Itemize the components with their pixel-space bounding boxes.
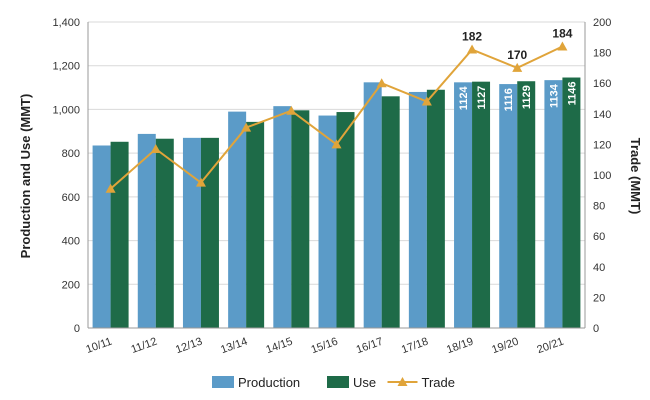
y2-tick-label: 120 xyxy=(593,139,611,151)
legend-label-production: Production xyxy=(238,375,300,390)
y-tick-label: 600 xyxy=(62,192,80,204)
legend-item-production: Production xyxy=(212,375,300,390)
y-tick-label: 800 xyxy=(62,148,80,160)
production-bar xyxy=(92,145,111,328)
trade-point xyxy=(557,41,568,51)
production-bar xyxy=(318,115,337,328)
x-tick-label: 11/12 xyxy=(130,336,159,356)
x-tick-label: 17/18 xyxy=(400,336,430,357)
legend-label-use: Use xyxy=(353,375,376,390)
y-tick-label: 1,000 xyxy=(52,104,80,116)
legend-item-trade: Trade xyxy=(387,375,455,390)
y2-tick-label: 180 xyxy=(593,48,611,60)
use-bar xyxy=(426,89,445,328)
trade-point xyxy=(195,177,206,187)
trade-point xyxy=(376,78,387,88)
use-bar xyxy=(155,138,174,328)
x-tick-label: 16/17 xyxy=(355,336,385,357)
trade-point-label: 182 xyxy=(462,30,482,44)
legend-swatch-use xyxy=(327,376,349,388)
production-bar xyxy=(273,106,292,329)
y2-tick-label: 200 xyxy=(593,17,611,29)
trade-point xyxy=(241,122,252,132)
data-labels: 1124 1127 1116 1129 1134 1146 182 170 184 xyxy=(458,26,578,111)
trade-line-group xyxy=(105,41,568,193)
y2-tick-label: 140 xyxy=(593,109,611,121)
use-bar xyxy=(246,121,265,328)
legend-label-trade: Trade xyxy=(422,375,455,390)
y2-tick-label: 60 xyxy=(593,231,605,243)
production-bar-label: 1134 xyxy=(548,83,560,108)
legend-item-use: Use xyxy=(327,375,376,390)
use-bar xyxy=(200,137,219,328)
trade-point xyxy=(467,44,478,54)
use-bar xyxy=(517,81,536,329)
use-bar xyxy=(562,77,581,328)
x-tick-label: 18/19 xyxy=(445,336,475,357)
production-bar xyxy=(499,84,518,329)
production-bar xyxy=(408,91,427,328)
x-tick-label: 14/15 xyxy=(264,336,294,357)
trade-point xyxy=(421,96,432,106)
trade-point xyxy=(286,105,297,115)
production-bar xyxy=(454,82,473,328)
x-tick-label: 10/11 xyxy=(84,336,113,356)
y2-tick-label: 80 xyxy=(593,201,605,213)
trade-point xyxy=(150,143,161,153)
legend-marker-trade xyxy=(397,377,408,386)
trade-point xyxy=(512,62,523,72)
y2-tick-label: 0 xyxy=(593,323,599,335)
trade-point xyxy=(331,139,342,149)
y2-tick-label: 160 xyxy=(593,78,611,90)
use-bar xyxy=(110,141,129,328)
y2-axis-title: Trade (MMT) xyxy=(628,138,643,215)
bars xyxy=(92,77,581,329)
legend-swatch-production xyxy=(212,376,234,388)
use-bar-label: 1146 xyxy=(566,82,578,106)
production-bar-label: 1116 xyxy=(503,88,515,111)
x-tick-label: 19/20 xyxy=(490,336,520,357)
production-bar xyxy=(544,80,563,328)
y-tick-label: 1,200 xyxy=(52,61,80,73)
use-bar-label: 1127 xyxy=(476,86,488,110)
y-tick-label: 1,400 xyxy=(52,17,80,29)
x-tick-label: 15/16 xyxy=(310,336,340,357)
production-bar-label: 1124 xyxy=(458,85,470,110)
use-bar xyxy=(381,96,400,328)
x-tick-label: 12/13 xyxy=(174,336,204,357)
production-bar xyxy=(182,137,201,328)
trade-point-label: 184 xyxy=(552,26,572,40)
x-tick-label: 20/21 xyxy=(535,336,565,357)
y-tick-label: 400 xyxy=(62,236,80,248)
x-tick-label: 13/14 xyxy=(219,336,249,357)
use-bar xyxy=(472,81,491,328)
y-tick-label: 200 xyxy=(62,279,80,291)
y2-tick-label: 20 xyxy=(593,292,605,304)
y2-tick-label: 100 xyxy=(593,170,611,182)
production-bar xyxy=(363,82,382,328)
y-tick-label: 0 xyxy=(74,323,80,335)
trade-point-label: 170 xyxy=(507,48,527,62)
production-bar xyxy=(137,133,156,328)
use-bar xyxy=(291,110,310,328)
trade-point xyxy=(105,183,116,193)
legend: Production Use Trade xyxy=(212,375,455,390)
production-bar xyxy=(228,111,247,328)
y-axis-title: Production and Use (MMT) xyxy=(18,94,33,259)
y2-tick-label: 40 xyxy=(593,262,605,274)
use-bar-label: 1129 xyxy=(521,85,533,109)
use-bar xyxy=(336,112,355,329)
